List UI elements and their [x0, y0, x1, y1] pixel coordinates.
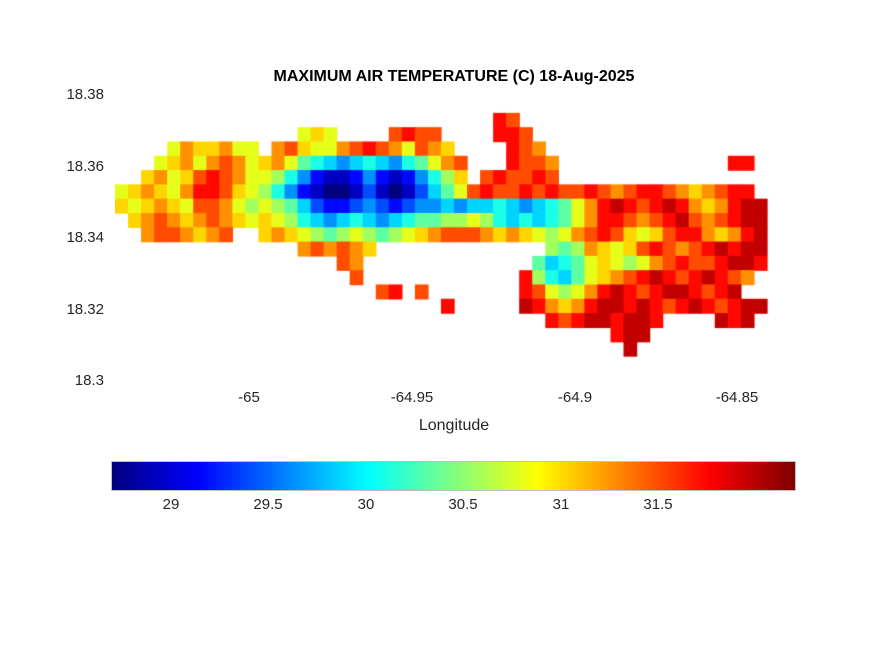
colorbar-tick-label: 30.5: [448, 496, 478, 513]
x-tick-label: -65: [238, 389, 260, 406]
colorbar-tick-label: 31: [552, 496, 570, 513]
x-tick-label: -64.85: [715, 389, 759, 406]
x-tick-label: -64.95: [390, 389, 434, 406]
temperature-heatmap-canvas: [115, 95, 793, 381]
y-tick-label: 18.34: [66, 229, 104, 246]
colorbar-tick-label: 29: [162, 496, 180, 513]
x-axis-label: Longitude: [418, 417, 490, 434]
x-tick-label: -64.9: [557, 389, 593, 406]
y-tick-label: 18.38: [66, 86, 104, 103]
colorbar-canvas: [111, 461, 796, 491]
colorbar-tick-label: 30: [357, 496, 375, 513]
colorbar-tick-label: 31.5: [643, 496, 673, 513]
colorbar-tick-label: 29.5: [253, 496, 283, 513]
y-tick-label: 18.36: [66, 158, 104, 175]
y-tick-label: 18.32: [66, 301, 104, 318]
plot-title: MAXIMUM AIR TEMPERATURE (C) 18-Aug-2025: [273, 68, 635, 85]
y-tick-label: 18.3: [74, 372, 104, 389]
